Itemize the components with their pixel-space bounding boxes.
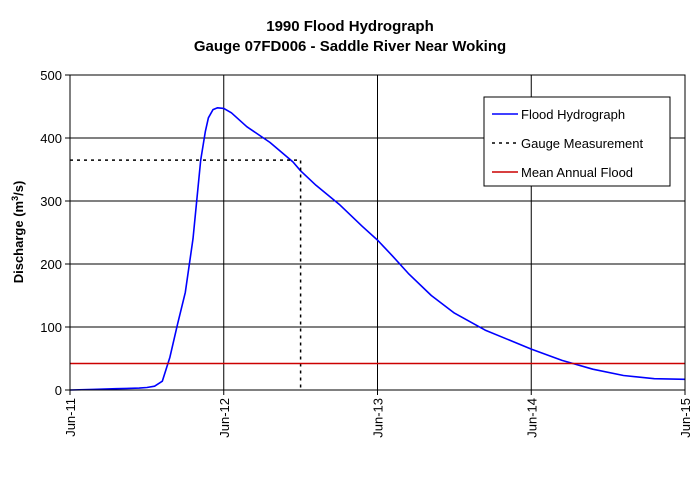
legend: Flood Hydrograph Gauge Measurement Mean An… (483, 96, 671, 187)
y-axis-label-main: Discharge (m (11, 201, 26, 283)
y-tick-label: 0 (55, 383, 62, 398)
chart-title: 1990 Flood Hydrograph (266, 18, 434, 35)
x-tick-label: Jun-11 (63, 398, 78, 437)
y-axis-label: Discharge (m3/s) (10, 181, 26, 284)
x-tick-label: Jun-12 (217, 398, 232, 438)
y-tick-label: 400 (40, 131, 62, 146)
y-tick-label: 300 (40, 194, 62, 209)
chart-subtitle: Gauge 07FD006 - Saddle River Near Woking (193, 38, 507, 55)
series-layer (69, 107, 686, 391)
y-axis: 0 100 200 300 400 500 (40, 68, 70, 398)
legend-label: Flood Hydrograph (521, 107, 625, 122)
legend-label: Gauge Measurement (521, 136, 644, 151)
y-axis-label-suffix: /s) (11, 181, 26, 196)
x-tick-label: Jun-15 (678, 398, 693, 438)
legend-box (483, 96, 671, 187)
x-tick-label: Jun-13 (371, 398, 386, 438)
y-axis-label-superscript: 3 (10, 196, 20, 201)
x-axis: Jun-11 Jun-12 Jun-13 Jun-14 Jun-15 (63, 390, 693, 438)
x-tick-label: Jun-14 (524, 398, 539, 438)
y-tick-label: 200 (40, 257, 62, 272)
y-tick-label: 100 (40, 320, 62, 335)
series-line-flood-hydrograph (69, 107, 686, 391)
legend-label: Mean Annual Flood (521, 165, 633, 180)
y-tick-label: 500 (40, 68, 62, 83)
